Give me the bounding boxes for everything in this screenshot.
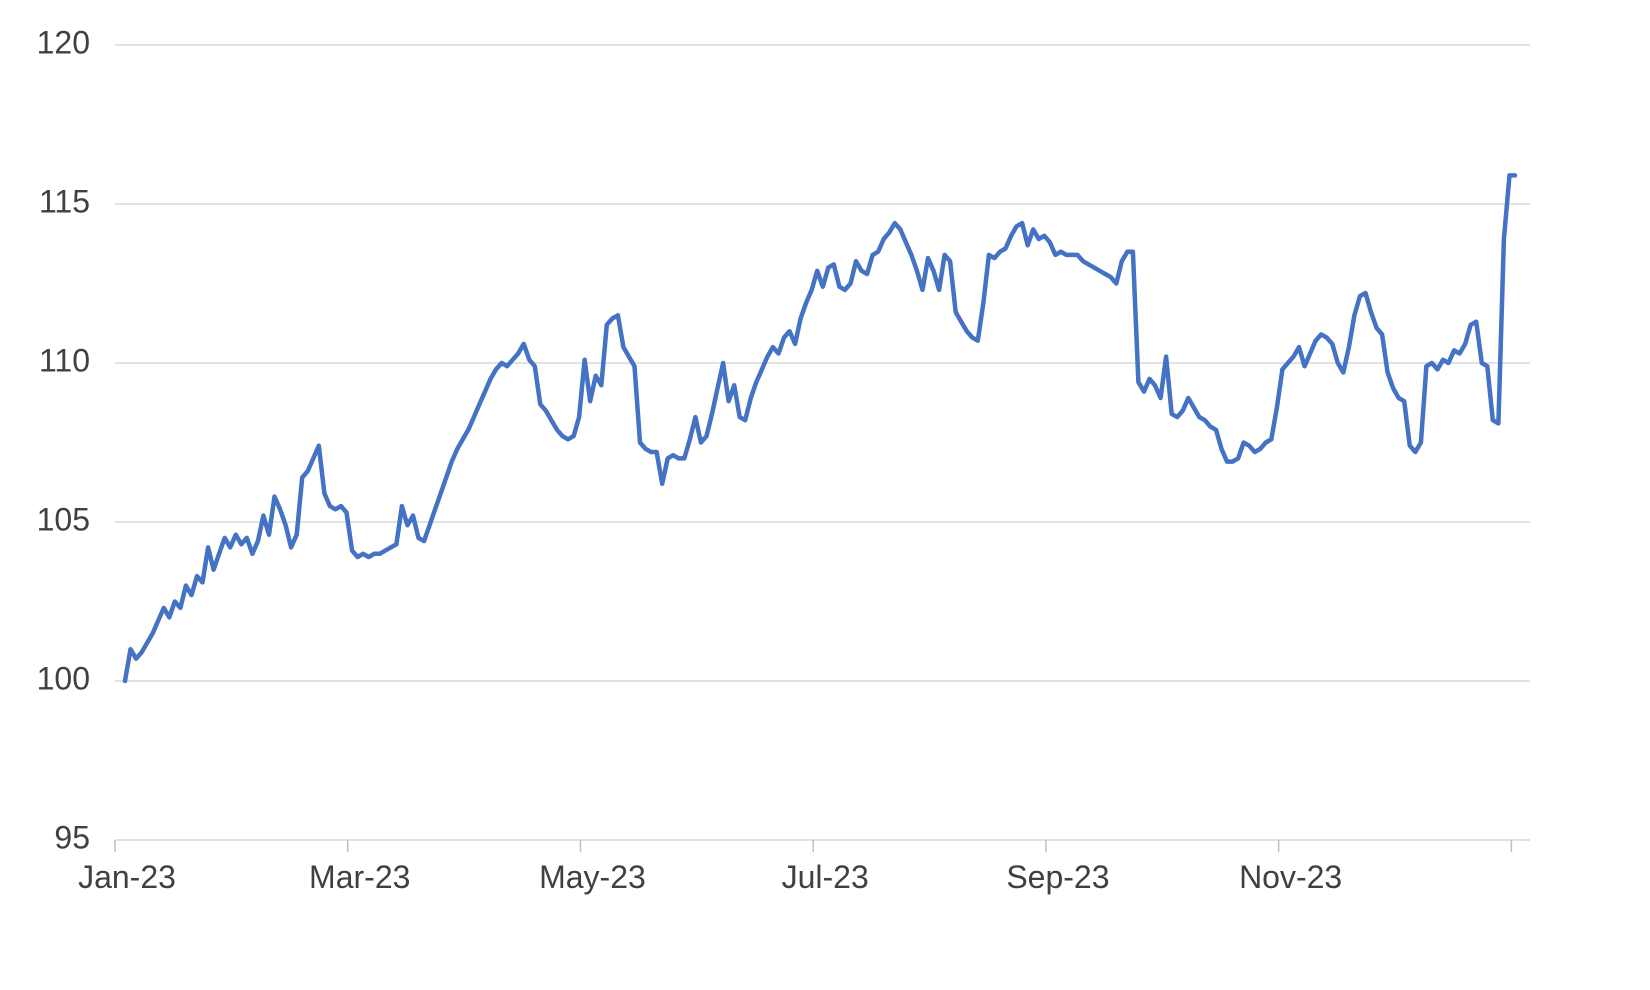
data-line — [122, 173, 1518, 684]
y-axis-tick-label: 115 — [39, 183, 90, 219]
x-axis-tick-label: May-23 — [539, 859, 646, 895]
y-axis-tick-label: 100 — [37, 660, 90, 696]
x-axis-tick-label: Jul-23 — [782, 859, 869, 895]
x-axis-tick-label: Jan-23 — [78, 859, 176, 895]
y-axis-tick-label: 105 — [37, 501, 90, 537]
x-axis-tick-label: Mar-23 — [309, 859, 410, 895]
y-axis-tick-label: 110 — [39, 342, 90, 378]
x-axis-tick-label: Nov-23 — [1239, 859, 1342, 895]
y-axis-tick-label: 120 — [37, 24, 90, 60]
x-axis-tick-label: Sep-23 — [1006, 859, 1109, 895]
y-axis-tick-label: 95 — [54, 819, 90, 855]
